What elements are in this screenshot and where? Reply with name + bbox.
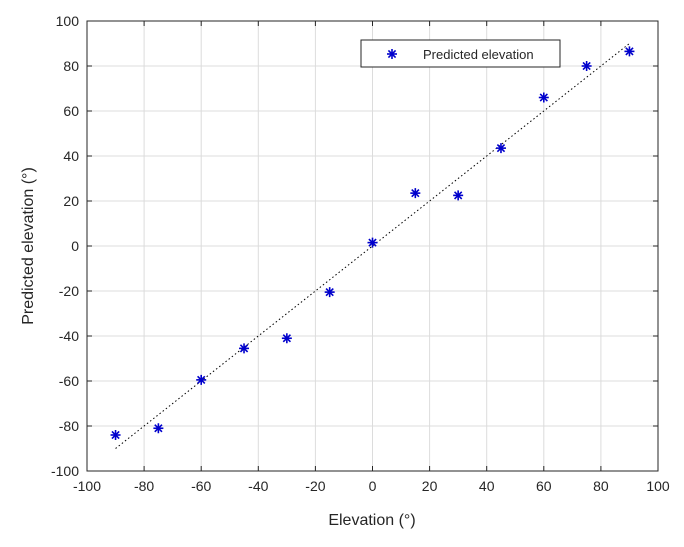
x-tick-label: -60 (191, 478, 211, 494)
x-tick-label: 100 (646, 478, 670, 494)
y-tick-label: -80 (59, 418, 79, 434)
x-tick-label: -100 (73, 478, 101, 494)
y-tick-label: 0 (71, 238, 79, 254)
x-axis-label: Elevation (°) (328, 512, 415, 529)
axis-ticks (86, 20, 659, 472)
data-point (624, 46, 635, 57)
legend-label: Predicted elevation (423, 47, 534, 62)
data-point (281, 333, 292, 344)
data-point (367, 237, 378, 248)
y-tick-label: -60 (59, 373, 79, 389)
data-point (153, 423, 164, 434)
y-tick-label: 20 (63, 193, 79, 209)
x-tick-label: 60 (536, 478, 552, 494)
data-point (495, 143, 506, 154)
y-tick-label: 100 (56, 13, 80, 29)
x-tick-label: -20 (305, 478, 325, 494)
y-tick-label: -100 (51, 463, 79, 479)
data-markers (110, 46, 635, 440)
x-tick-label: 80 (593, 478, 609, 494)
y-tick-labels: -100 -80 -60 -40 -20 0 20 40 60 80 100 (51, 13, 79, 479)
x-tick-label: 20 (422, 478, 438, 494)
y-tick-label: -40 (59, 328, 79, 344)
x-tick-label: 0 (369, 478, 377, 494)
x-tick-labels: -100 -80 -60 -40 -20 0 20 40 60 80 100 (73, 478, 670, 494)
y-tick-label: -20 (59, 283, 79, 299)
data-point (110, 430, 121, 440)
data-point (324, 287, 335, 298)
data-point (581, 61, 592, 71)
data-point (239, 343, 250, 354)
legend-marker (387, 49, 397, 59)
x-tick-label: 40 (479, 478, 495, 494)
y-tick-label: 80 (63, 58, 79, 74)
data-point (453, 190, 464, 201)
legend-marker-icon (387, 49, 397, 59)
y-tick-label: 60 (63, 103, 79, 119)
y-tick-label: 40 (63, 148, 79, 164)
x-tick-label: -40 (248, 478, 268, 494)
y-axis-label: Predicted elevation (°) (20, 167, 37, 325)
data-point (538, 92, 549, 103)
data-point (196, 374, 207, 385)
legend: Predicted elevation (360, 39, 561, 68)
data-point (410, 188, 421, 199)
x-tick-label: -80 (134, 478, 154, 494)
